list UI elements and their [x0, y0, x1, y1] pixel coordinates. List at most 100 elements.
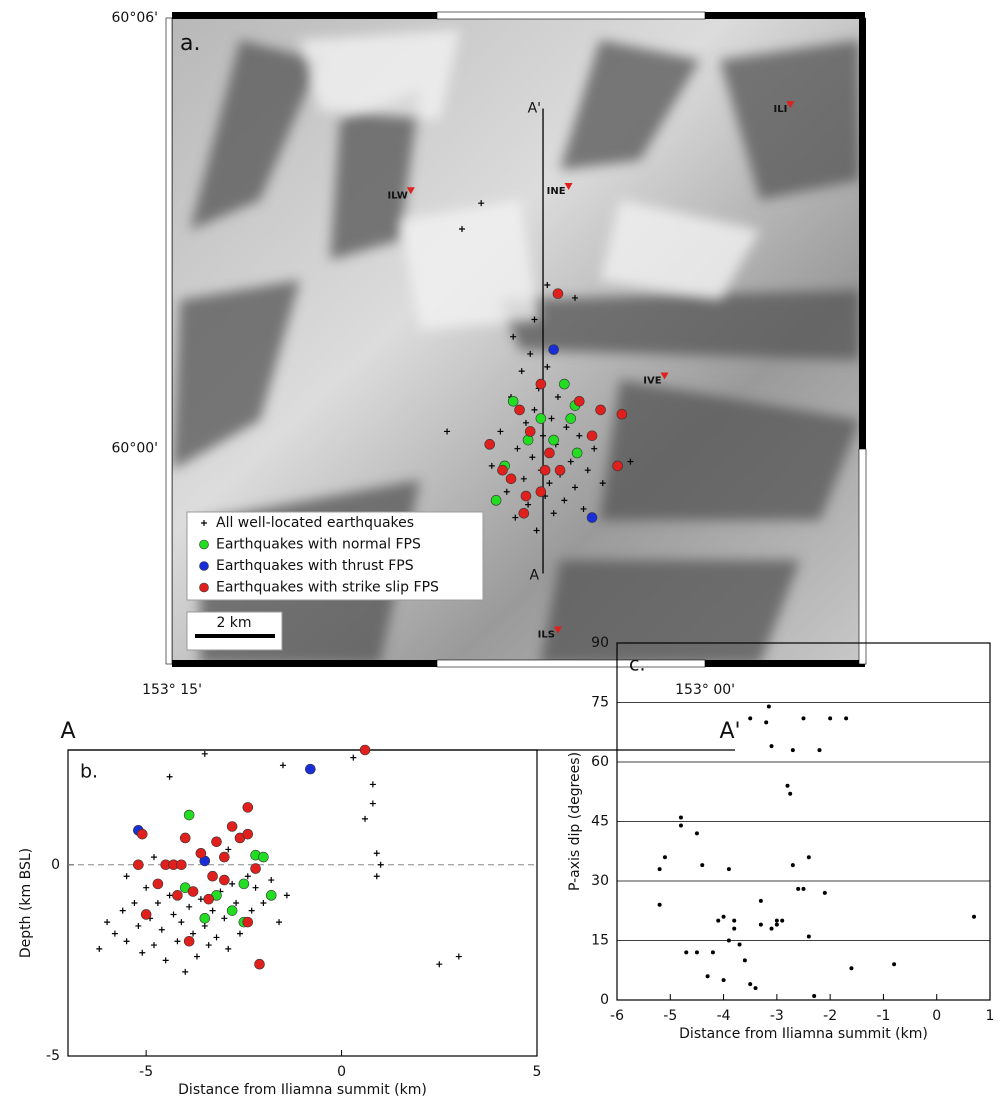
- earthquake-cross: [124, 938, 130, 944]
- earthquake-circle: [521, 491, 531, 501]
- earthquake-cross: [167, 892, 173, 898]
- legend-label: Earthquakes with strike slip FPS: [216, 580, 439, 596]
- earthquake-circle: [491, 495, 501, 505]
- panel-label: a.: [180, 31, 200, 56]
- data-point: [706, 974, 710, 978]
- earthquake-circle: [360, 745, 370, 755]
- panel-label: c.: [629, 654, 646, 676]
- data-point: [684, 950, 688, 954]
- x-tick-label: 0: [932, 1008, 941, 1024]
- earthquake-circle: [188, 887, 198, 897]
- x-axis-label: Distance from Iliamna summit (km): [178, 1082, 427, 1098]
- earthquake-cross: [163, 957, 169, 963]
- y-tick-label: 30: [591, 873, 609, 889]
- data-point: [764, 720, 768, 724]
- earthquake-cross: [120, 908, 126, 914]
- earthquake-circle: [243, 917, 253, 927]
- data-point: [748, 716, 752, 720]
- earthquake-circle: [258, 852, 268, 862]
- x-axis-label: Distance from Iliamna summit (km): [679, 1026, 928, 1042]
- legend-marker: [200, 583, 209, 592]
- panel-label: b.: [80, 761, 98, 783]
- data-point: [716, 919, 720, 923]
- earthquake-circle: [515, 405, 525, 415]
- y-tick-label: 75: [591, 695, 609, 711]
- y-tick-label: 60: [591, 754, 609, 770]
- earthquake-circle: [536, 487, 546, 497]
- data-point: [722, 978, 726, 982]
- data-point: [807, 935, 811, 939]
- earthquake-circle: [153, 879, 163, 889]
- earthquake-cross: [194, 954, 200, 960]
- earthquake-circle: [508, 396, 518, 406]
- earthquake-cross: [155, 900, 161, 906]
- earthquake-cross: [370, 781, 376, 787]
- earthquake-cross: [456, 954, 462, 960]
- data-point: [786, 784, 790, 788]
- earthquake-cross: [249, 908, 255, 914]
- x-tick-label: 153° 00': [675, 682, 735, 698]
- earthquake-cross: [225, 846, 231, 852]
- earthquake-cross: [186, 904, 192, 910]
- profile-label: A: [529, 568, 539, 584]
- data-point: [802, 716, 806, 720]
- station-label: ILS: [538, 630, 555, 641]
- corner-label: A: [60, 719, 75, 744]
- earthquake-cross: [151, 854, 157, 860]
- corner-label: A': [719, 719, 740, 744]
- earthquake-cross: [131, 900, 137, 906]
- earthquake-circle: [196, 848, 206, 858]
- earthquake-cross: [178, 919, 184, 925]
- station-label: INE: [547, 186, 566, 197]
- earthquake-circle: [498, 465, 508, 475]
- data-point: [711, 950, 715, 954]
- earthquake-circle: [133, 860, 143, 870]
- legend-marker: [200, 540, 209, 549]
- earthquake-circle: [243, 802, 253, 812]
- earthquake-cross: [174, 938, 180, 944]
- earthquake-cross: [202, 923, 208, 929]
- data-point: [722, 915, 726, 919]
- earthquake-circle: [617, 409, 627, 419]
- data-point: [700, 863, 704, 867]
- earthquake-cross: [96, 946, 102, 952]
- earthquake-cross: [221, 915, 227, 921]
- earthquake-circle: [243, 829, 253, 839]
- earthquake-cross: [245, 873, 251, 879]
- earthquake-circle: [553, 289, 563, 299]
- plot-frame: [68, 750, 537, 1056]
- earthquake-cross: [206, 942, 212, 948]
- data-point: [738, 942, 742, 946]
- earthquake-circle: [200, 913, 210, 923]
- earthquake-cross: [284, 892, 290, 898]
- earthquake-circle: [596, 405, 606, 415]
- data-point: [770, 744, 774, 748]
- earthquake-circle: [305, 764, 315, 774]
- earthquake-circle: [212, 837, 222, 847]
- data-point: [695, 950, 699, 954]
- legend-label: Earthquakes with normal FPS: [216, 537, 421, 553]
- earthquake-circle: [544, 448, 554, 458]
- earthquake-circle: [184, 810, 194, 820]
- earthquake-cross: [190, 931, 196, 937]
- earthquake-circle: [239, 879, 249, 889]
- earthquake-cross: [350, 755, 356, 761]
- earthquake-circle: [184, 936, 194, 946]
- earthquake-circle: [536, 379, 546, 389]
- data-point: [817, 748, 821, 752]
- data-point: [727, 867, 731, 871]
- data-point: [759, 899, 763, 903]
- data-point: [743, 958, 747, 962]
- x-tick-label: 153° 15': [142, 682, 202, 698]
- data-point: [663, 855, 667, 859]
- data-point: [812, 994, 816, 998]
- earthquake-cross: [253, 885, 259, 891]
- earthquake-circle: [227, 906, 237, 916]
- y-tick-label: 15: [591, 933, 609, 949]
- data-point: [972, 915, 976, 919]
- data-point: [658, 867, 662, 871]
- data-point: [849, 966, 853, 970]
- earthquake-cross: [151, 942, 157, 948]
- data-point: [727, 939, 731, 943]
- earthquake-circle: [251, 864, 261, 874]
